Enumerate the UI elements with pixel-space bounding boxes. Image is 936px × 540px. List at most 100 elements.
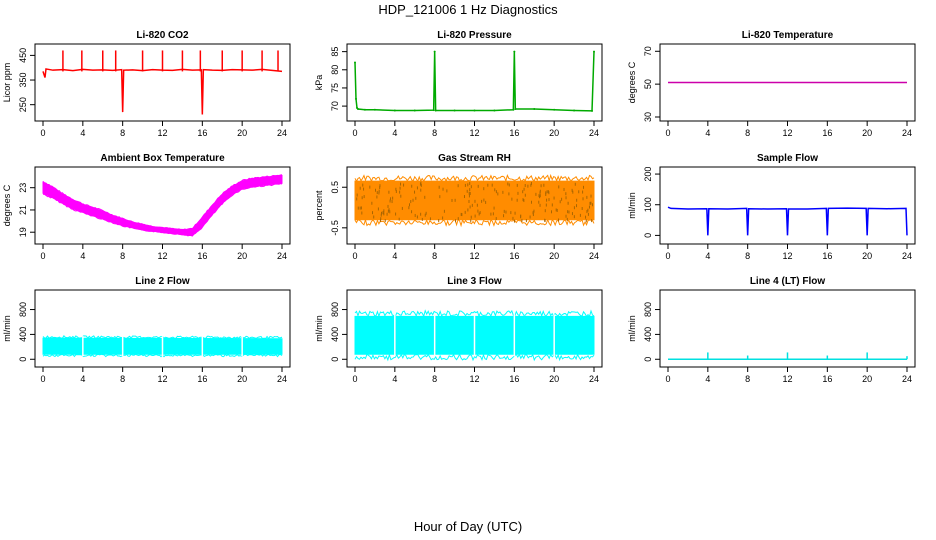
series-band-texture: [416, 215, 418, 219]
series-band-texture: [479, 211, 481, 215]
series-point: [553, 108, 556, 111]
series-band-texture: [513, 219, 515, 223]
series-band-texture: [538, 194, 540, 198]
series-band-texture: [505, 210, 507, 214]
series-band-texture: [524, 193, 526, 197]
x-tick-label: 24: [902, 251, 912, 261]
series-point: [393, 109, 396, 112]
series-band-texture: [379, 219, 381, 223]
x-tick-label: 16: [822, 128, 832, 138]
chart-title: Li-820 CO2: [136, 30, 189, 41]
x-tick-label: 16: [822, 251, 832, 261]
y-tick-label: 800: [643, 302, 653, 317]
series-band-texture: [490, 212, 492, 216]
series-point: [413, 109, 416, 112]
series-band-texture: [424, 213, 426, 217]
x-tick-label: 12: [782, 374, 792, 384]
series-band-texture: [567, 210, 569, 214]
series-band-texture: [387, 209, 389, 213]
series-band-texture: [563, 187, 565, 191]
series-band-texture: [360, 206, 362, 210]
y-axis-label: ml/min: [314, 315, 324, 342]
series-band-texture: [508, 183, 510, 187]
chart-title: Line 3 Flow: [447, 276, 502, 287]
series-band-texture: [544, 219, 546, 223]
series-band-texture: [386, 212, 388, 216]
y-axis-label: ml/min: [2, 315, 12, 342]
y-tick-label: 200: [643, 167, 653, 182]
series-band-texture: [478, 212, 480, 216]
series-band-texture: [530, 182, 532, 186]
series-band-texture: [369, 185, 371, 189]
series-point: [512, 108, 515, 111]
series-band-texture: [383, 209, 385, 213]
series-band-texture: [591, 203, 593, 207]
series-band-texture: [571, 212, 573, 216]
series-band-texture: [387, 204, 389, 208]
x-tick-label: 24: [589, 251, 599, 261]
y-axis-label: ml/min: [627, 192, 637, 219]
series-band-texture: [539, 203, 541, 207]
series-band-texture: [469, 205, 471, 209]
x-tick-label: 12: [469, 374, 479, 384]
series-band-texture: [581, 207, 583, 211]
x-tick-label: 4: [80, 251, 85, 261]
series-point: [473, 109, 476, 112]
series-band-texture: [503, 209, 505, 213]
series-band-texture: [389, 210, 391, 214]
x-tick-label: 20: [549, 251, 559, 261]
x-tick-label: 4: [705, 374, 710, 384]
series-band-texture: [457, 217, 459, 221]
series-band-texture: [485, 200, 487, 204]
series-band-lower-noise: [42, 183, 283, 237]
series-band-texture: [530, 183, 532, 187]
x-tick-label: 4: [392, 251, 397, 261]
x-tick-label: 0: [40, 374, 45, 384]
x-tick-label: 24: [277, 128, 287, 138]
y-tick-label: 100: [643, 197, 653, 212]
series-band-texture: [467, 208, 469, 212]
series-band-texture: [363, 187, 365, 191]
series-band-texture: [392, 196, 394, 200]
series-band-texture: [532, 213, 534, 217]
series-band-texture: [362, 183, 364, 187]
series-band-texture: [399, 186, 401, 190]
series-band-texture: [359, 186, 361, 190]
series-band-texture: [371, 201, 373, 205]
y-tick-label: 70: [643, 46, 653, 56]
y-tick-label: 21: [18, 205, 28, 215]
y-tick-label: -0.5: [330, 220, 340, 236]
x-tick-label: 20: [237, 374, 247, 384]
y-tick-label: 0.5: [330, 181, 340, 194]
series-band-texture: [512, 216, 514, 220]
x-tick-label: 8: [432, 374, 437, 384]
x-tick-label: 8: [432, 251, 437, 261]
series-band-texture: [388, 190, 390, 194]
y-tick-label: 50: [643, 79, 653, 89]
series-band-texture: [521, 218, 523, 222]
y-tick-label: 85: [330, 47, 340, 57]
series-band-texture: [514, 211, 516, 215]
series-band-texture: [517, 191, 519, 195]
x-tick-label: 8: [745, 374, 750, 384]
y-tick-label: 0: [643, 233, 653, 238]
series-band-texture: [415, 196, 417, 200]
series-band-texture: [531, 200, 533, 204]
series-band-texture: [579, 213, 581, 217]
series-band-texture: [443, 209, 445, 213]
series-band-texture: [381, 211, 383, 215]
series-band-texture: [555, 208, 557, 212]
series-band-texture: [527, 184, 529, 188]
series-band-texture: [420, 181, 422, 185]
series-band-texture: [438, 219, 440, 223]
series-band-texture: [416, 186, 418, 190]
series-band-texture: [464, 183, 466, 187]
series-band-texture: [420, 188, 422, 192]
series-band-texture: [382, 211, 384, 215]
series-band-texture: [543, 183, 545, 187]
series-band-texture: [565, 196, 567, 200]
x-tick-label: 20: [862, 374, 872, 384]
series-band-texture: [545, 203, 547, 207]
series-band-texture: [414, 190, 416, 194]
